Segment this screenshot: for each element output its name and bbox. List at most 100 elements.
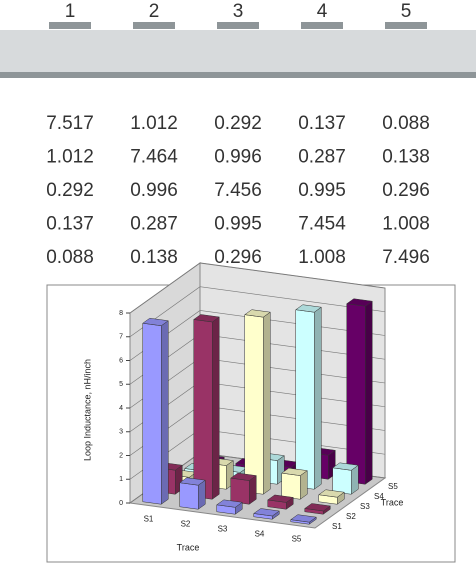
cell: 0.088	[382, 113, 430, 134]
column-header: 1	[65, 1, 76, 22]
column-header: 2	[149, 1, 160, 22]
header-tab	[49, 22, 91, 29]
bar-top	[216, 499, 243, 508]
bar-front	[142, 322, 162, 505]
cell: 7.456	[214, 180, 262, 201]
y-tick-label: 3	[119, 429, 123, 436]
x-tick-label: S3	[218, 525, 228, 534]
bar-top	[244, 309, 271, 318]
bar-top	[142, 317, 169, 326]
cell: 7.496	[382, 247, 430, 268]
y-tick-label: 8	[119, 310, 123, 317]
cell: 0.292	[214, 113, 262, 134]
cell: 0.296	[214, 247, 262, 268]
x-tick-label: S5	[292, 535, 302, 544]
legend-label: S3	[360, 502, 370, 511]
bar-top	[304, 503, 331, 512]
cell: 0.137	[46, 214, 94, 235]
cell: 0.292	[46, 180, 94, 201]
bar-side	[212, 316, 220, 500]
header-tab	[385, 22, 427, 29]
cell: 1.008	[382, 214, 430, 235]
bar	[295, 304, 322, 490]
cell: 0.137	[298, 113, 346, 134]
cell: 1.008	[298, 247, 346, 268]
header-rule	[0, 72, 476, 78]
bar	[332, 462, 359, 495]
cell: 1.012	[130, 113, 178, 134]
cell: 0.996	[130, 180, 178, 201]
y-tick-label: 6	[119, 357, 123, 364]
bar-side	[314, 306, 322, 490]
y-tick-label: 0	[119, 500, 123, 507]
y-tick-label: 7	[119, 334, 123, 341]
legend-label: S1	[332, 522, 342, 531]
cell: 0.995	[298, 180, 346, 201]
header-tab	[301, 22, 343, 29]
bar	[179, 477, 206, 510]
bar-front	[179, 482, 199, 510]
bar-top	[281, 467, 308, 476]
bar-top	[318, 489, 345, 498]
bar	[142, 317, 169, 505]
bar-top	[253, 508, 280, 517]
cell: 1.012	[46, 147, 94, 168]
column-header: 5	[401, 1, 412, 22]
bar	[244, 309, 271, 495]
cell: 0.138	[382, 147, 430, 168]
grid-line	[129, 262, 386, 314]
bar	[216, 499, 243, 515]
legend-label: S4	[374, 492, 384, 501]
cell: 0.088	[46, 247, 94, 268]
cell: 0.995	[214, 214, 262, 235]
bar	[290, 514, 317, 525]
bar	[281, 467, 308, 500]
bar-top	[193, 314, 220, 323]
bar-front	[193, 319, 213, 500]
bar-top	[267, 494, 294, 503]
cell: 0.138	[130, 247, 178, 268]
z-axis-label: Trace	[381, 497, 404, 507]
bar-top	[332, 462, 359, 471]
header-band	[0, 30, 476, 72]
column-header: 3	[233, 1, 244, 22]
cell: 0.287	[130, 214, 178, 235]
bar-top	[290, 514, 317, 523]
legend-label: S5	[388, 482, 398, 491]
y-tick-label: 5	[119, 381, 123, 388]
bar-top	[295, 304, 322, 313]
bar	[193, 314, 220, 500]
bar	[253, 508, 280, 520]
x-tick-label: S4	[255, 530, 265, 539]
bar-front	[281, 472, 301, 500]
x-tick-label: S2	[181, 520, 191, 529]
cell: 7.464	[130, 147, 178, 168]
bar	[304, 503, 331, 515]
y-tick-label: 4	[119, 405, 123, 412]
bar-front	[295, 309, 315, 490]
column-header: 4	[317, 1, 328, 22]
bar-side	[263, 311, 271, 495]
bar-front	[346, 303, 366, 485]
bar	[318, 489, 345, 505]
header-tab	[133, 22, 175, 29]
y-tick-label: 2	[119, 452, 123, 459]
bar-top	[346, 298, 373, 307]
y-tick-label: 1	[119, 476, 123, 483]
bar-front	[244, 314, 264, 495]
bar-top	[179, 477, 206, 486]
x-tick-label: S1	[144, 515, 154, 524]
cell: 7.517	[46, 113, 94, 134]
x-axis-label: Trace	[177, 542, 200, 552]
bar	[346, 298, 373, 485]
bar-front	[230, 477, 250, 505]
bar	[230, 472, 257, 505]
bar-top	[230, 472, 257, 481]
bar-side	[365, 300, 373, 485]
cell: 0.296	[382, 180, 430, 201]
cell: 0.287	[298, 147, 346, 168]
cell: 7.454	[298, 214, 346, 235]
y-axis-label: Loop Inductance, nH/inch	[82, 359, 92, 461]
header-tab	[217, 22, 259, 29]
